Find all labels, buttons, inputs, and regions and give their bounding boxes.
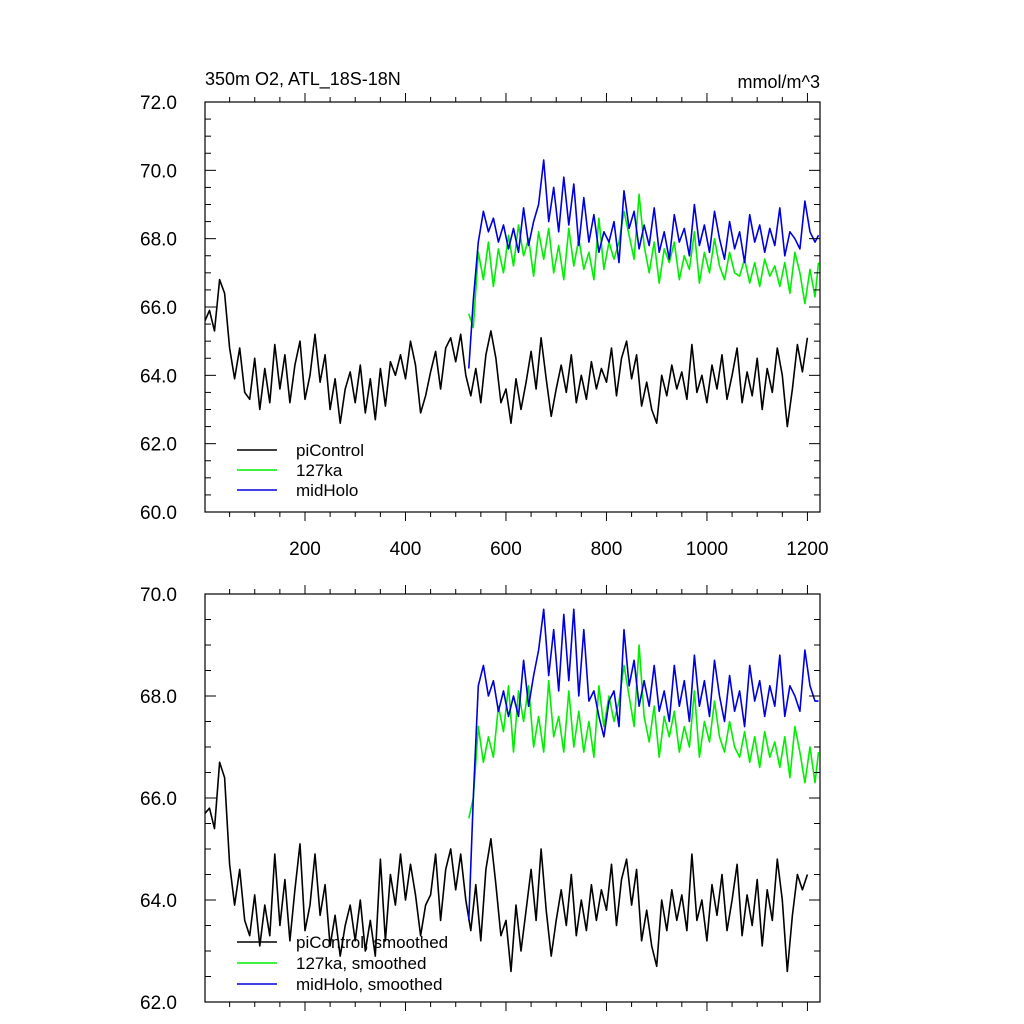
top-chart-title: 350m O2, ATL_18S-18N: [205, 69, 401, 90]
top-panel: 200 400 600 800 1000 1200 60.0 62.0 64.0 66.0 68.0…: [140, 69, 829, 560]
top-x-tick-label: 1000: [686, 539, 728, 560]
top-series-line-2: [468, 159, 820, 369]
bottom-y-tick-label: 62.0: [140, 993, 177, 1014]
top-y-tick-label: 64.0: [140, 366, 177, 387]
bottom-y-tick-label: 66.0: [140, 789, 177, 810]
bottom-y-tick-label: 68.0: [140, 687, 177, 708]
top-series-group: [205, 159, 820, 428]
bottom-legend-label-2: midHolo, smoothed: [296, 975, 442, 994]
top-x-tick-label: 800: [591, 539, 623, 560]
top-x-tick-label: 1200: [786, 539, 828, 560]
top-y-tick-label: 66.0: [140, 298, 177, 319]
bottom-legend-label-0: piControl, smoothed: [296, 933, 448, 952]
top-legend-label-1: 127ka: [296, 461, 343, 480]
top-x-tick-label: 200: [289, 539, 321, 560]
bottom-y-tick-label: 70.0: [140, 585, 177, 606]
top-x-tick-label: 400: [390, 539, 422, 560]
bottom-series-line-1: [468, 644, 820, 819]
top-series-line-0: [205, 278, 809, 428]
bottom-series-line-2: [468, 608, 819, 921]
top-y-tick-label: 72.0: [140, 93, 177, 114]
bottom-legend: piControl, smoothed 127ka, smoothed midHol…: [237, 933, 448, 994]
top-units-label: mmol/m^3: [738, 72, 820, 92]
top-y-tick-label: 70.0: [140, 161, 177, 182]
bottom-panel: 62.0 64.0 66.0 68.0 70.0 piControl, smoothed 1…: [140, 585, 821, 1014]
top-y-tick-label: 62.0: [140, 435, 177, 456]
top-x-tick-label: 600: [490, 539, 522, 560]
top-legend-label-2: midHolo: [296, 481, 358, 500]
top-y-tick-label: 68.0: [140, 230, 177, 251]
top-series-line-1: [468, 193, 820, 329]
bottom-y-tick-label: 64.0: [140, 891, 177, 912]
bottom-series-line-0: [205, 761, 809, 973]
top-y-tick-label: 60.0: [140, 503, 177, 524]
top-legend-label-0: piControl: [296, 441, 364, 460]
bottom-series-group: [205, 608, 820, 973]
bottom-legend-label-1: 127ka, smoothed: [296, 954, 426, 973]
